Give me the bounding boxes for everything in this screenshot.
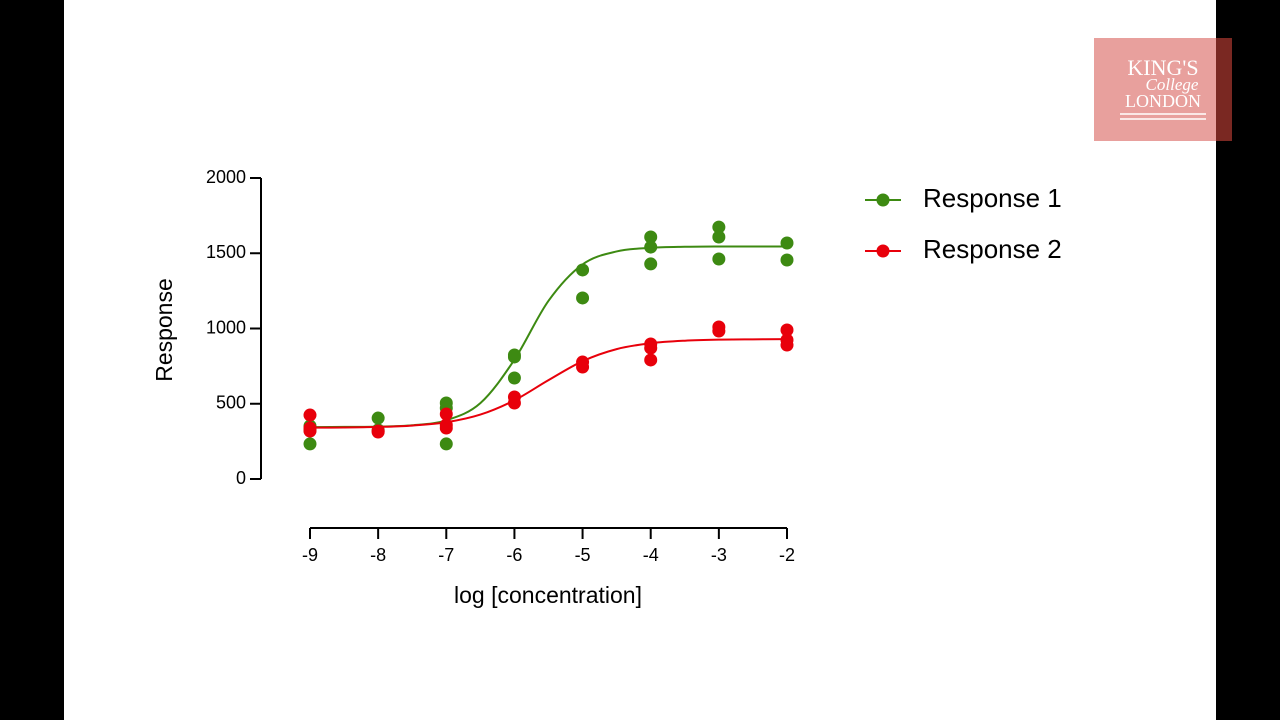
x-tick-label: -6 xyxy=(506,545,522,565)
y-tick-label: 0 xyxy=(236,468,246,488)
logo-text: LONDON xyxy=(1125,91,1201,111)
data-point xyxy=(644,353,658,367)
logo-text: KING'S xyxy=(1127,55,1198,80)
y-tick-label: 500 xyxy=(216,393,246,413)
data-point xyxy=(644,240,658,254)
data-point xyxy=(780,338,794,352)
data-point xyxy=(507,371,521,385)
logo: KING'S College LONDON xyxy=(1094,38,1232,141)
logo-background xyxy=(1094,38,1216,141)
fit-curve xyxy=(309,338,788,429)
data-point xyxy=(303,408,317,422)
data-point xyxy=(712,230,726,244)
x-tick-label: -2 xyxy=(779,545,795,565)
data-point xyxy=(644,341,658,355)
data-point xyxy=(576,360,590,374)
y-tick-label: 1500 xyxy=(206,242,246,262)
data-point xyxy=(712,252,726,266)
y-tick-label: 1000 xyxy=(206,317,246,337)
data-point xyxy=(644,257,658,271)
logo-edge xyxy=(1216,38,1232,141)
data-point xyxy=(780,236,794,250)
legend-label: Response 2 xyxy=(923,234,1062,264)
y-tick-label: 2000 xyxy=(206,167,246,187)
x-tick-label: -5 xyxy=(575,545,591,565)
data-point xyxy=(507,348,521,362)
data-point xyxy=(780,253,794,267)
legend-marker xyxy=(876,193,890,207)
x-tick-label: -8 xyxy=(370,545,386,565)
data-point xyxy=(712,220,726,234)
x-axis-title: log [concentration] xyxy=(454,582,642,608)
data-point xyxy=(303,437,317,451)
data-point xyxy=(439,437,453,451)
legend-marker xyxy=(876,244,890,258)
slide-background xyxy=(64,0,1216,720)
legend-label: Response 1 xyxy=(923,183,1062,213)
x-tick-label: -7 xyxy=(438,545,454,565)
data-point xyxy=(371,411,385,425)
data-point xyxy=(439,418,453,432)
logo-text: College xyxy=(1146,75,1199,94)
data-point xyxy=(576,291,590,305)
x-tick-label: -3 xyxy=(711,545,727,565)
data-point xyxy=(780,323,794,337)
data-point xyxy=(576,263,590,277)
y-axis-title: Response xyxy=(151,278,177,382)
data-point xyxy=(371,425,385,439)
x-tick-label: -4 xyxy=(643,545,659,565)
x-tick-label: -9 xyxy=(302,545,318,565)
data-point xyxy=(303,421,317,435)
data-point xyxy=(712,324,726,338)
data-point xyxy=(439,407,453,421)
data-point xyxy=(644,230,658,244)
data-point xyxy=(507,396,521,410)
